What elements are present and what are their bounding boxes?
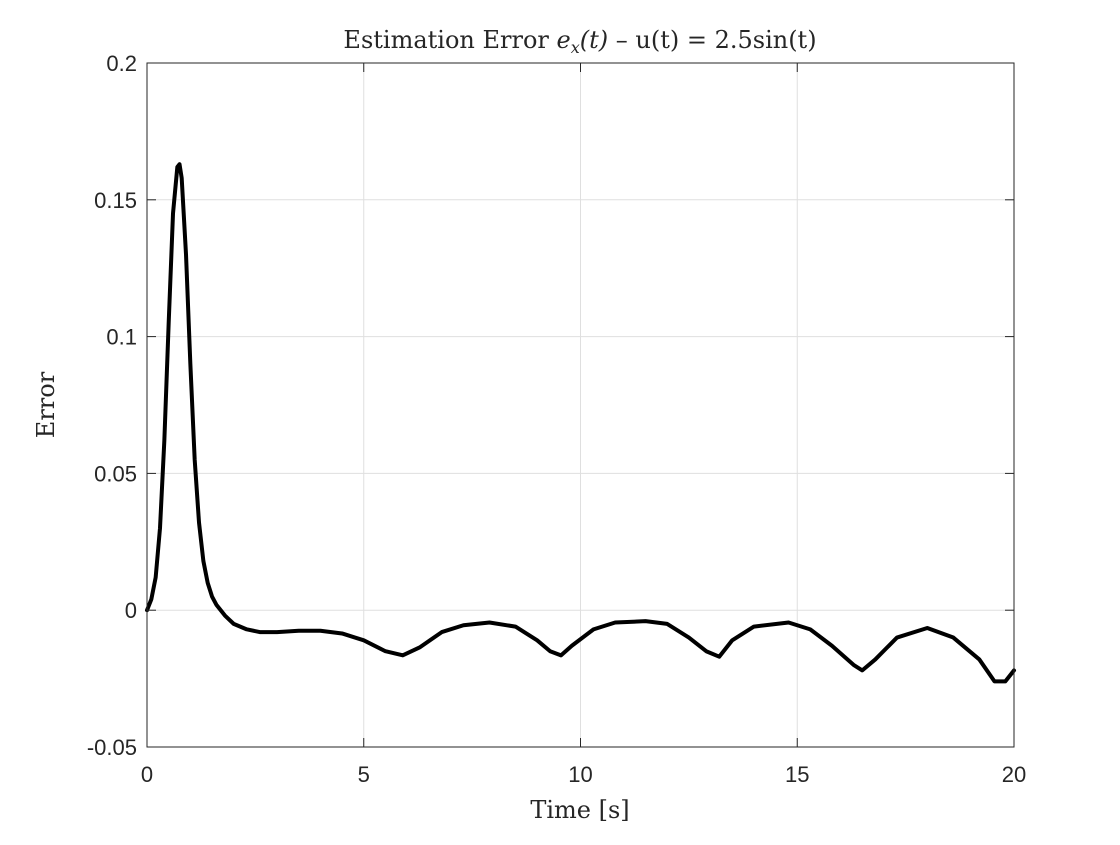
y-tick-label: 0.2 xyxy=(106,51,137,76)
chart-title: Estimation Error ex(t) – u(t) = 2.5sin(t… xyxy=(343,26,816,57)
chart-title-prefix: Estimation Error xyxy=(343,26,556,54)
x-tick-label: 0 xyxy=(141,762,153,787)
y-axis-label: Error xyxy=(32,371,60,438)
x-tick-label: 20 xyxy=(1002,762,1026,787)
chart-title-math-arg: (t) xyxy=(580,26,608,54)
x-tick-label: 15 xyxy=(785,762,809,787)
y-tick-label: 0 xyxy=(125,598,137,623)
x-axis-label: Time [s] xyxy=(530,796,629,824)
series-line xyxy=(145,162,1016,684)
chart-title-math-sub: x xyxy=(571,38,580,57)
x-tick-label: 10 xyxy=(568,762,592,787)
series-layer xyxy=(145,162,1016,684)
chart-title-suffix: – u(t) = 2.5sin(t) xyxy=(608,26,816,54)
ticks xyxy=(146,62,1015,748)
chart-title-math-var: e xyxy=(557,26,571,54)
y-tick-label: 0.1 xyxy=(106,325,137,350)
y-tick-label: 0.15 xyxy=(94,188,137,213)
y-tick-label: -0.05 xyxy=(87,735,137,760)
y-tick-label: 0.05 xyxy=(94,461,137,486)
grid xyxy=(147,63,1014,747)
x-tick-label: 5 xyxy=(358,762,370,787)
